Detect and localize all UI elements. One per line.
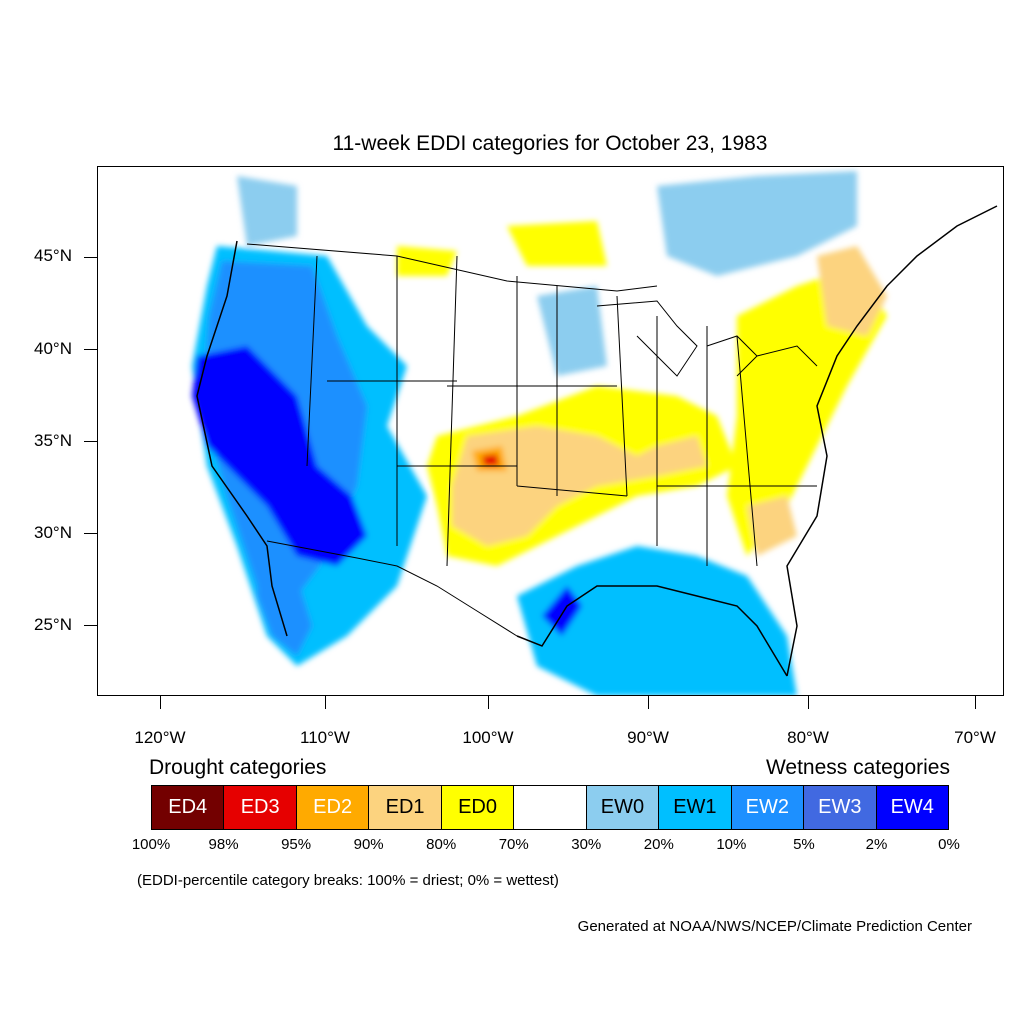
map-title: 11-week EDDI categories for October 23, … [332, 132, 768, 155]
lat-label-25: 25°N [34, 615, 72, 634]
drought-heading: Drought categories [149, 756, 327, 779]
gulf-coastline [516, 585, 788, 677]
legend-box-ew2: EW2 [731, 786, 805, 829]
lat-tick [84, 625, 97, 626]
lon-label-100: 100°W [462, 728, 514, 747]
legend-box-ed2: ED2 [296, 786, 370, 829]
legend-box-ed4: ED4 [152, 786, 225, 829]
region-texas-ew3 [542, 586, 582, 636]
wetness-heading: Wetness categories [765, 756, 950, 779]
percentile-label: 100% [131, 836, 171, 853]
map-canvas [192, 171, 998, 696]
legend-box-ew4: EW4 [876, 786, 948, 829]
percentile-label: 10% [716, 836, 747, 853]
legend-box-ew3: EW3 [804, 786, 877, 829]
lon-tick [648, 696, 649, 709]
lon-label-70: 70°W [954, 728, 996, 747]
region-canada-ew0 [657, 171, 857, 276]
lon-tick [325, 696, 326, 709]
lon-tick [160, 696, 161, 709]
lat-label-45: 45°N [34, 246, 72, 265]
legend-box-ew0: EW0 [586, 786, 660, 829]
lat-label-35: 35°N [34, 431, 72, 450]
lon-tick [975, 696, 976, 709]
credit-text: Generated at NOAA/NWS/NCEP/Climate Predi… [577, 918, 972, 935]
lat-tick [84, 257, 97, 258]
state-lines [306, 255, 817, 567]
percentile-label: 80% [426, 836, 457, 853]
lat-label-40: 40°N [34, 339, 72, 358]
percentile-label: 98% [208, 836, 239, 853]
region-greatlakes-ed0 [507, 221, 607, 266]
west-coastline [196, 240, 288, 637]
percentile-label: 30% [571, 836, 602, 853]
region-minnesota-ew0 [537, 286, 607, 376]
percentile-label: 20% [643, 836, 674, 853]
region-central-ed1 [452, 426, 707, 546]
region-west-ew4 [192, 346, 367, 566]
percentile-label: 5% [793, 836, 815, 853]
percentile-label: 95% [281, 836, 312, 853]
region-kansas-ed3 [482, 454, 499, 466]
legend-box-neutral [514, 786, 587, 829]
lat-label-30: 30°N [34, 523, 72, 542]
percentile-label: 90% [353, 836, 384, 853]
lon-tick [488, 696, 489, 709]
lon-label-90: 90°W [627, 728, 669, 747]
region-eastcoast-ed0 [727, 266, 887, 556]
percentile-label: 70% [498, 836, 529, 853]
lon-tick [808, 696, 809, 709]
legend-box-ed0: ED0 [441, 786, 515, 829]
legend-color-bar: ED4 ED3 ED2 ED1 ED0 EW0 EW1 EW2 EW3 EW4 [151, 785, 949, 830]
legend-box-ed1: ED1 [369, 786, 442, 829]
eddi-map [97, 166, 1004, 696]
great-lakes [596, 300, 818, 377]
east-coastline [786, 205, 998, 677]
region-northeast-ed1 [817, 246, 887, 336]
region-gulf-ew1 [517, 546, 797, 696]
us-mexico-border [266, 540, 518, 637]
legend-box-ed3: ED3 [224, 786, 297, 829]
lon-label-110: 110°W [300, 728, 350, 747]
region-se-ed1 [747, 496, 797, 556]
percentile-label: 2% [865, 836, 888, 853]
lat-tick [84, 349, 97, 350]
category-note: (EDDI-percentile category breaks: 100% =… [137, 872, 559, 889]
region-north-ed0 [397, 246, 457, 276]
us-canada-border [246, 243, 658, 292]
legend-box-ew1: EW1 [659, 786, 732, 829]
lat-tick [84, 441, 97, 442]
region-nw-ew0 [237, 176, 297, 246]
lat-tick [84, 533, 97, 534]
percentile-label: 0% [938, 836, 960, 853]
lon-label-120: 120°W [134, 728, 186, 747]
lon-label-80: 80°W [787, 728, 829, 747]
